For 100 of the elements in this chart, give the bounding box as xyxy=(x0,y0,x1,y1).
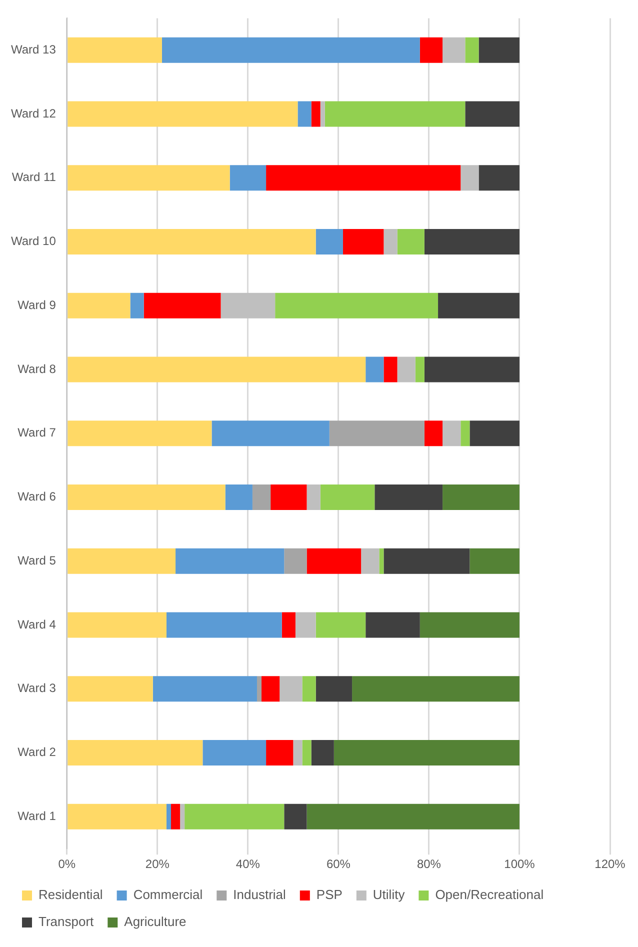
bar xyxy=(366,612,420,638)
legend-label: PSP xyxy=(316,887,342,902)
bar xyxy=(324,101,466,127)
bar xyxy=(302,676,316,702)
bar xyxy=(68,37,162,63)
y-tick-label: Ward 9 xyxy=(18,298,56,312)
bar xyxy=(352,676,520,702)
bar xyxy=(311,101,320,127)
legend-label: Open/Recreational xyxy=(435,887,544,902)
bar xyxy=(68,101,298,127)
bar xyxy=(306,548,362,574)
bar xyxy=(415,356,424,382)
bar xyxy=(329,420,424,446)
bar xyxy=(397,228,424,255)
bar xyxy=(68,356,366,382)
legend-label: Residential xyxy=(38,887,103,902)
bar xyxy=(470,548,520,574)
bar xyxy=(478,37,520,63)
bar xyxy=(68,292,130,318)
bar xyxy=(420,612,520,638)
x-tick-label: 60% xyxy=(326,857,351,872)
bar xyxy=(379,548,384,574)
y-tick-label: Ward 7 xyxy=(18,426,56,440)
bar xyxy=(68,676,153,702)
bar xyxy=(316,228,343,255)
bar xyxy=(270,484,307,510)
bar xyxy=(334,740,520,766)
x-tick-label: 100% xyxy=(504,857,536,872)
bar xyxy=(171,804,180,830)
bar xyxy=(262,676,280,702)
y-tick-label: Ward 6 xyxy=(18,490,56,504)
y-tick-label: Ward 12 xyxy=(11,106,56,120)
y-tick-label: Ward 3 xyxy=(18,681,56,696)
bar xyxy=(284,548,307,574)
y-tick-label: Ward 11 xyxy=(12,170,56,184)
bar xyxy=(460,165,479,191)
bar xyxy=(384,228,398,255)
bar xyxy=(465,101,520,127)
bar xyxy=(397,356,416,382)
x-tick-label: 120% xyxy=(594,857,626,872)
bar xyxy=(311,740,334,766)
bar xyxy=(252,484,271,510)
bar xyxy=(225,484,252,510)
bar xyxy=(68,420,212,446)
x-tick-label: 40% xyxy=(236,857,260,872)
bar xyxy=(342,228,384,255)
y-tick-label: Ward 5 xyxy=(18,553,56,568)
y-tick-label: Ward 8 xyxy=(18,362,56,376)
bar xyxy=(68,165,230,191)
bar xyxy=(442,37,466,63)
legend-label: Agriculture xyxy=(124,914,186,930)
bar xyxy=(68,804,166,830)
bar xyxy=(465,37,479,63)
bar xyxy=(306,804,520,830)
y-tick-label: Ward 13 xyxy=(11,42,56,56)
y-tick-label: Ward 4 xyxy=(18,617,56,632)
bar xyxy=(366,356,384,382)
bar xyxy=(282,612,296,638)
y-tick-label: Ward 1 xyxy=(18,808,56,823)
bar xyxy=(320,101,325,127)
bar xyxy=(152,676,257,702)
bar xyxy=(230,165,266,191)
bar xyxy=(68,484,226,510)
bar xyxy=(256,676,262,702)
bar xyxy=(184,804,284,830)
y-tick-label: Ward 2 xyxy=(18,745,56,760)
bar xyxy=(302,740,312,766)
bar xyxy=(298,101,312,127)
bar xyxy=(361,548,380,574)
bar xyxy=(384,548,470,574)
bar xyxy=(460,420,470,446)
bar xyxy=(180,804,185,830)
bar xyxy=(316,612,366,638)
bar xyxy=(316,676,352,702)
bar xyxy=(280,676,302,702)
x-tick-label: 20% xyxy=(145,857,170,872)
bar xyxy=(424,420,443,446)
bar xyxy=(438,292,520,318)
bar xyxy=(212,420,330,446)
bar xyxy=(130,292,144,318)
bar xyxy=(420,37,443,63)
bar xyxy=(295,612,316,638)
bar xyxy=(68,548,176,574)
bar xyxy=(442,484,520,510)
legend-label: Utility xyxy=(372,887,406,902)
bar xyxy=(442,420,461,446)
bar xyxy=(162,37,420,63)
bar xyxy=(68,612,166,638)
bar xyxy=(478,165,520,191)
bar xyxy=(144,292,221,318)
bar xyxy=(166,804,171,830)
bar xyxy=(424,228,520,255)
legend-label: Industrial xyxy=(233,887,286,902)
bar xyxy=(374,484,443,510)
bar xyxy=(220,292,276,318)
bar xyxy=(320,484,375,510)
bar xyxy=(266,165,461,191)
x-tick-label: 80% xyxy=(416,857,442,872)
bar xyxy=(275,292,438,318)
bar xyxy=(202,740,266,766)
